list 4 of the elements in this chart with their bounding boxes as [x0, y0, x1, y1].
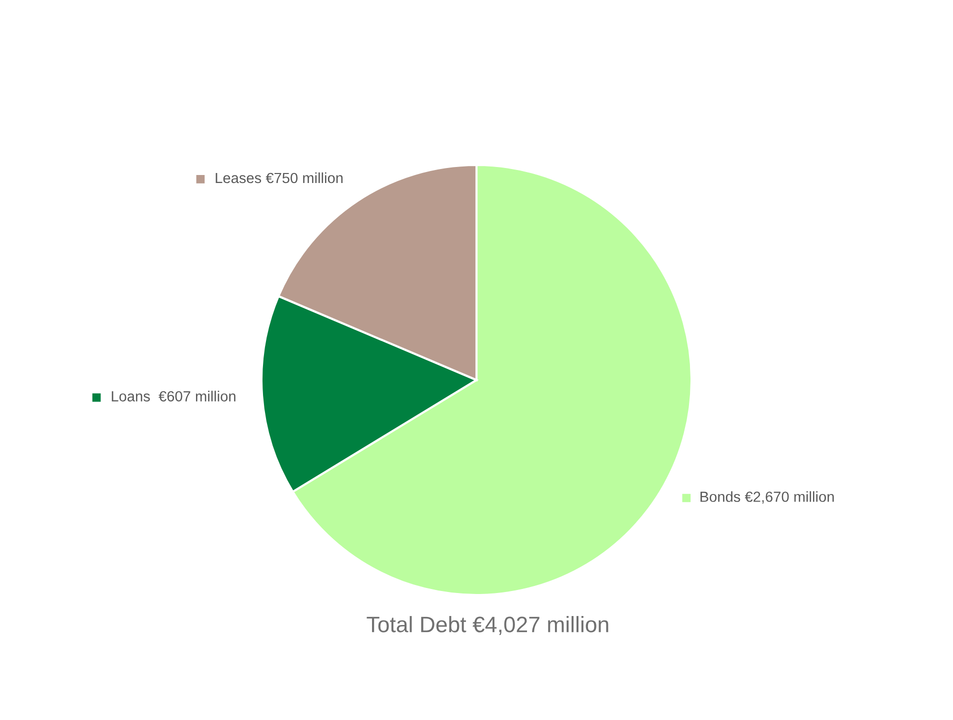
legend-label: Bonds €2,670 million — [700, 491, 834, 504]
legend-label: Loans €607 million — [112, 390, 236, 402]
legend-label: Leases €750 million — [216, 172, 343, 184]
text: Total Debt €4,027 million — [366, 616, 608, 635]
